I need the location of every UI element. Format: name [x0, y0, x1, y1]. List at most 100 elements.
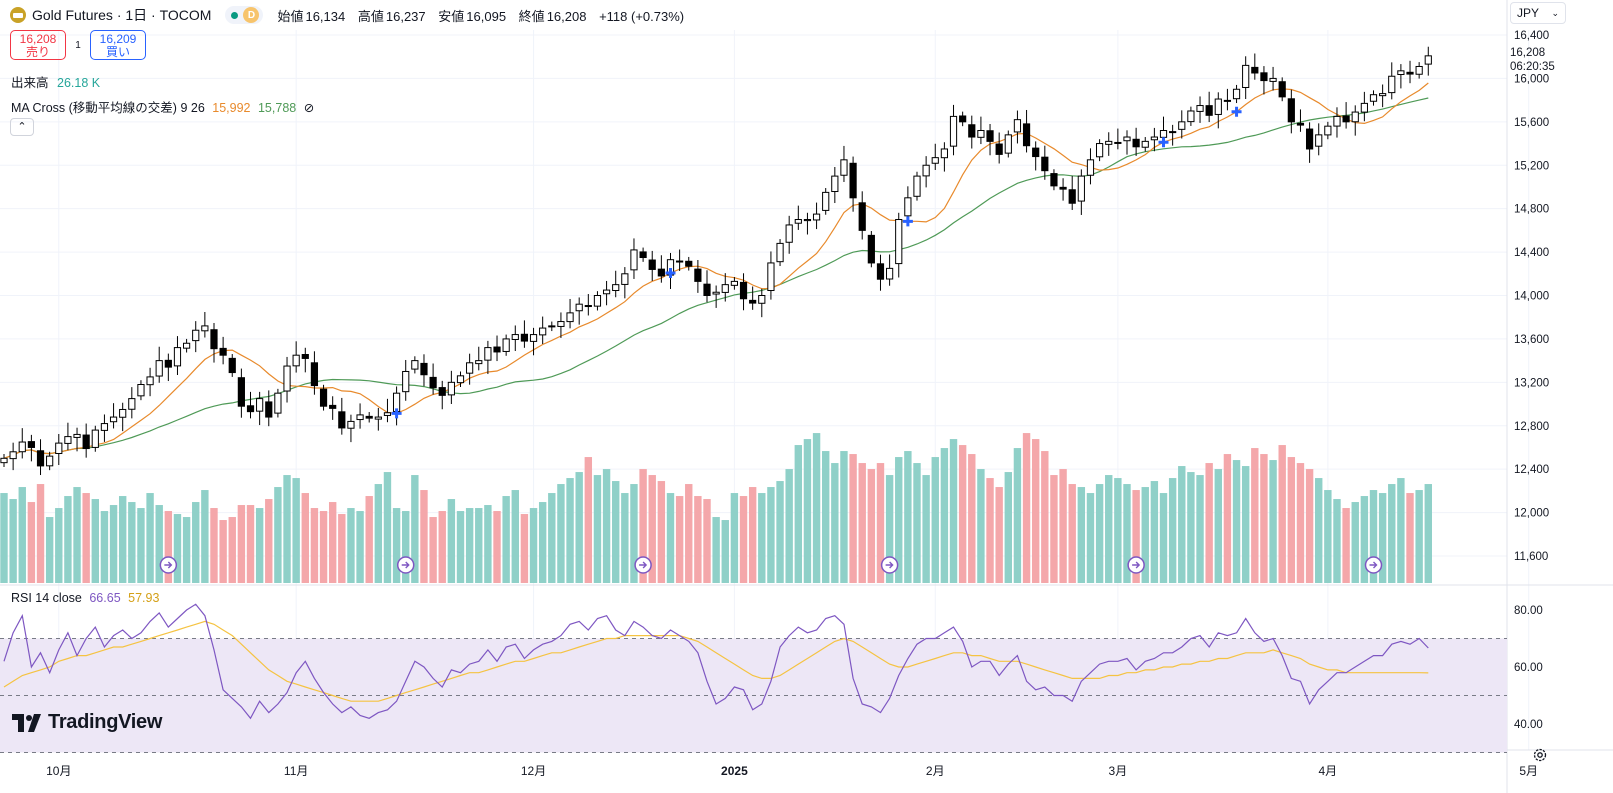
candle-body — [447, 381, 455, 396]
candle-body — [1169, 131, 1177, 134]
volume-bar — [776, 481, 784, 583]
volume-bar — [648, 475, 656, 583]
close-value: 16,208 — [546, 8, 587, 24]
volume-bar — [493, 511, 501, 583]
volume-bar — [265, 499, 273, 583]
volume-bar — [1150, 481, 1159, 583]
candle-body — [676, 260, 684, 263]
candle-body — [639, 251, 647, 259]
volume-bar — [73, 487, 81, 583]
candle-body — [1223, 99, 1232, 102]
volume-bar — [456, 511, 465, 583]
volume-bar — [794, 445, 803, 583]
time-tick-label: 5月 — [1519, 764, 1538, 778]
volume-bar — [365, 496, 373, 583]
candle-body — [1205, 105, 1213, 116]
volume-bar — [182, 517, 191, 583]
candle-body — [1013, 119, 1022, 133]
candle-body — [1159, 130, 1168, 138]
volume-bar — [675, 496, 684, 583]
market-status-badge[interactable]: D — [225, 6, 264, 24]
market-open-dot-icon — [231, 11, 239, 19]
volume-bar — [639, 469, 647, 583]
volume-bar — [1388, 484, 1396, 583]
volume-bar — [301, 493, 309, 583]
candle-body — [986, 130, 994, 142]
candle-body — [584, 305, 592, 308]
candle-body — [411, 360, 419, 370]
volume-bar — [18, 487, 26, 583]
volume-bar — [328, 502, 337, 583]
volume-bar — [767, 487, 775, 583]
volume-bar — [1232, 460, 1241, 583]
candle-body — [319, 388, 328, 407]
candle-body — [1022, 123, 1031, 147]
candle-body — [283, 365, 291, 392]
rsi-axis-labels: 80.00 60.00 40.00 — [1514, 605, 1543, 731]
candle-body — [1305, 128, 1314, 150]
candle-body — [1214, 98, 1222, 115]
price-tick-label: 12,800 — [1514, 421, 1549, 433]
rsi-legend[interactable]: RSI 14 close 66.65 57.93 — [11, 591, 159, 605]
candle-body — [1096, 143, 1104, 158]
tradingview-logo[interactable]: TradingView — [12, 711, 162, 734]
volume-bar — [730, 493, 739, 583]
volume-bar — [876, 463, 885, 583]
settings-gear-icon[interactable] — [1532, 747, 1548, 763]
volume-bar — [867, 469, 876, 583]
candle-body — [383, 412, 392, 416]
rsi-label: RSI 14 close — [11, 591, 82, 605]
currency-selector[interactable]: JPY ⌄ — [1510, 2, 1566, 24]
candle-body — [46, 455, 54, 467]
volume-bar — [356, 511, 364, 583]
candle-body — [1059, 186, 1067, 190]
volume-bar — [1050, 475, 1058, 583]
buy-button[interactable]: 16,209 買い — [90, 30, 146, 60]
rsi-ma-value: 57.93 — [128, 591, 160, 605]
ma-cross-legend[interactable]: MA Cross (移動平均線の交差) 9 26 15,992 15,788 ⊘ — [11, 97, 314, 116]
volume-bar — [885, 475, 894, 583]
hide-indicator-icon[interactable]: ⊘ — [303, 101, 315, 115]
candle-body — [201, 325, 209, 332]
candle-body — [831, 175, 839, 193]
volume-bar — [392, 508, 401, 583]
candle-body — [529, 334, 538, 342]
candle-body — [475, 360, 483, 365]
symbol-title[interactable]: Gold Futures · 1日 · TOCOM — [32, 7, 212, 23]
candle-body — [730, 280, 738, 286]
candle-body — [1242, 64, 1250, 88]
candle-body — [1397, 70, 1405, 76]
sell-button[interactable]: 16,208 売り — [10, 30, 66, 60]
candle-body — [1132, 138, 1140, 148]
candle-body — [977, 130, 985, 138]
volume-bar — [347, 508, 355, 583]
price-tick-label: 16,400 — [1514, 30, 1549, 42]
volume-bar — [657, 481, 666, 583]
price-tick-label: 11,600 — [1514, 551, 1548, 563]
volume-bar — [228, 517, 236, 583]
candle-body — [758, 295, 766, 304]
candle-body — [420, 362, 428, 376]
volume-bar — [1369, 490, 1378, 583]
volume-bar — [849, 454, 857, 583]
candle-body — [822, 191, 830, 211]
volume-bar — [338, 514, 346, 583]
collapse-legend-button[interactable]: ⌃ — [10, 118, 34, 136]
volume-bar — [931, 457, 939, 583]
volume-bar — [958, 445, 967, 583]
candle-body — [959, 115, 967, 123]
volume-bar — [758, 493, 766, 583]
candle-body — [365, 415, 373, 419]
volume-bar — [940, 448, 949, 583]
change-value: +118 (+0.73%) — [599, 8, 685, 24]
candle-body — [265, 401, 273, 418]
time-tick-label: 2025 — [721, 764, 748, 778]
volume-bar — [685, 484, 693, 583]
volume-legend[interactable]: 出来高 26.18 K — [11, 72, 100, 91]
volume-bar — [237, 505, 246, 583]
chevron-down-icon: ⌄ — [1551, 7, 1559, 18]
rsi-tick-label: 40.00 — [1514, 719, 1543, 731]
volume-bar — [1296, 463, 1305, 583]
sell-label: 売り — [25, 45, 50, 59]
